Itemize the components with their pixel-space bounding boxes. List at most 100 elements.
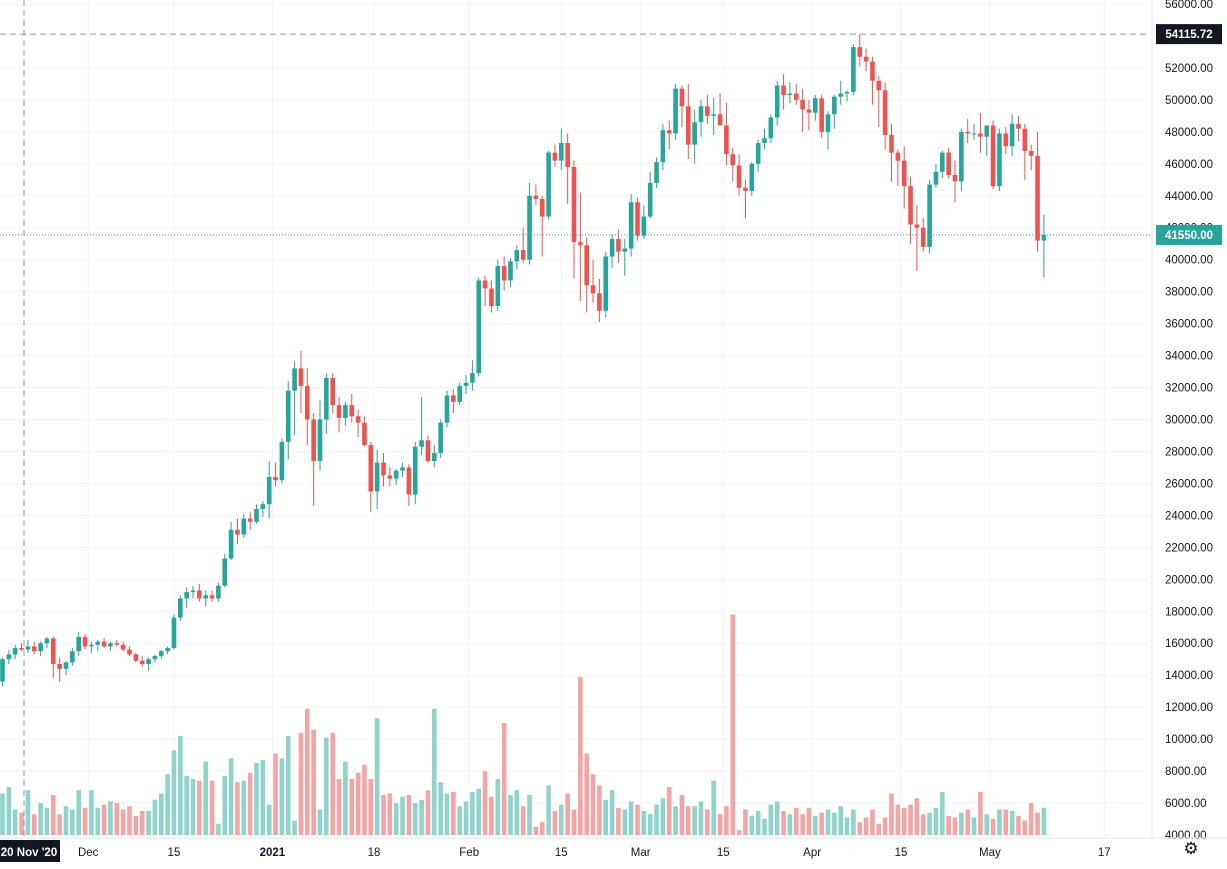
candle[interactable] — [451, 389, 456, 414]
candle[interactable] — [120, 641, 126, 652]
candle[interactable] — [44, 636, 50, 649]
candle[interactable] — [152, 654, 158, 663]
candle[interactable] — [603, 251, 609, 318]
candle[interactable] — [692, 109, 697, 164]
candle[interactable] — [584, 237, 589, 313]
candle[interactable] — [165, 646, 170, 655]
candle[interactable] — [1035, 131, 1040, 252]
candle[interactable] — [368, 441, 374, 513]
candle[interactable] — [546, 151, 551, 220]
candle[interactable] — [533, 184, 539, 206]
candle[interactable] — [425, 435, 431, 463]
candle[interactable] — [762, 128, 767, 150]
candle[interactable] — [597, 278, 602, 323]
candle[interactable] — [832, 95, 837, 129]
candle[interactable] — [222, 553, 228, 588]
candle[interactable] — [324, 373, 329, 434]
candle[interactable] — [330, 373, 335, 414]
candle[interactable] — [635, 197, 640, 241]
candle[interactable] — [178, 595, 183, 621]
candle[interactable] — [482, 275, 488, 307]
candle[interactable] — [641, 205, 647, 239]
candle[interactable] — [31, 641, 37, 655]
candle[interactable] — [882, 82, 888, 150]
candle[interactable] — [514, 245, 520, 270]
candle[interactable] — [101, 638, 107, 649]
candle[interactable] — [311, 413, 316, 506]
candle[interactable] — [539, 195, 545, 257]
candle[interactable] — [622, 238, 628, 276]
candle[interactable] — [946, 147, 951, 179]
candle[interactable] — [25, 640, 31, 653]
candle[interactable] — [171, 614, 177, 650]
candle[interactable] — [336, 397, 342, 433]
candle[interactable] — [1016, 115, 1021, 142]
candle[interactable] — [63, 660, 69, 676]
candle[interactable] — [787, 82, 793, 104]
candle[interactable] — [781, 74, 786, 110]
candle[interactable] — [146, 657, 151, 671]
candle[interactable] — [127, 646, 132, 657]
candle[interactable] — [774, 80, 780, 126]
candle[interactable] — [476, 277, 482, 377]
candle[interactable] — [241, 513, 247, 538]
candle[interactable] — [965, 119, 970, 144]
candle[interactable] — [108, 641, 113, 652]
candle[interactable] — [971, 123, 977, 140]
candle[interactable] — [609, 234, 615, 268]
candle[interactable] — [387, 467, 393, 487]
candle[interactable] — [920, 218, 926, 252]
candle[interactable] — [419, 397, 424, 455]
candle[interactable] — [940, 151, 945, 179]
candle[interactable] — [51, 636, 56, 679]
candle[interactable] — [590, 259, 596, 303]
candle[interactable] — [381, 453, 386, 487]
candle[interactable] — [70, 648, 75, 666]
candle[interactable] — [628, 194, 634, 257]
candle[interactable] — [444, 390, 450, 428]
candle[interactable] — [927, 179, 932, 254]
candle[interactable] — [38, 641, 43, 657]
candle[interactable] — [254, 504, 259, 524]
candle[interactable] — [813, 95, 818, 121]
candle[interactable] — [559, 128, 564, 171]
candle[interactable] — [647, 171, 653, 219]
candle[interactable] — [374, 449, 380, 509]
candle[interactable] — [12, 644, 18, 660]
candle[interactable] — [578, 192, 583, 302]
candle[interactable] — [285, 381, 291, 460]
candle[interactable] — [768, 114, 774, 144]
candle[interactable] — [273, 462, 278, 487]
candle[interactable] — [838, 80, 843, 105]
candle[interactable] — [260, 501, 266, 517]
candle[interactable] — [933, 163, 939, 188]
candle[interactable] — [355, 409, 361, 438]
candle[interactable] — [463, 374, 469, 394]
candle[interactable] — [616, 229, 621, 263]
candle[interactable] — [508, 258, 513, 287]
candle[interactable] — [717, 93, 723, 126]
candle[interactable] — [952, 160, 958, 203]
candle[interactable] — [806, 99, 812, 131]
candle[interactable] — [997, 128, 1002, 191]
candle[interactable] — [736, 154, 742, 196]
candle[interactable] — [876, 75, 882, 128]
candle[interactable] — [133, 652, 139, 663]
candle[interactable] — [412, 441, 418, 505]
candle[interactable] — [400, 462, 405, 478]
candle[interactable] — [666, 120, 672, 150]
candle[interactable] — [343, 401, 348, 426]
candle[interactable] — [203, 590, 208, 607]
candle[interactable] — [57, 657, 62, 682]
candle[interactable] — [673, 83, 678, 140]
candle[interactable] — [349, 393, 355, 423]
candle[interactable] — [470, 360, 475, 391]
candle[interactable] — [565, 133, 570, 204]
candle[interactable] — [82, 633, 88, 650]
candle[interactable] — [527, 182, 532, 265]
candle[interactable] — [266, 461, 272, 519]
candle[interactable] — [317, 400, 323, 471]
candle[interactable] — [724, 103, 729, 166]
candle[interactable] — [1022, 123, 1028, 180]
